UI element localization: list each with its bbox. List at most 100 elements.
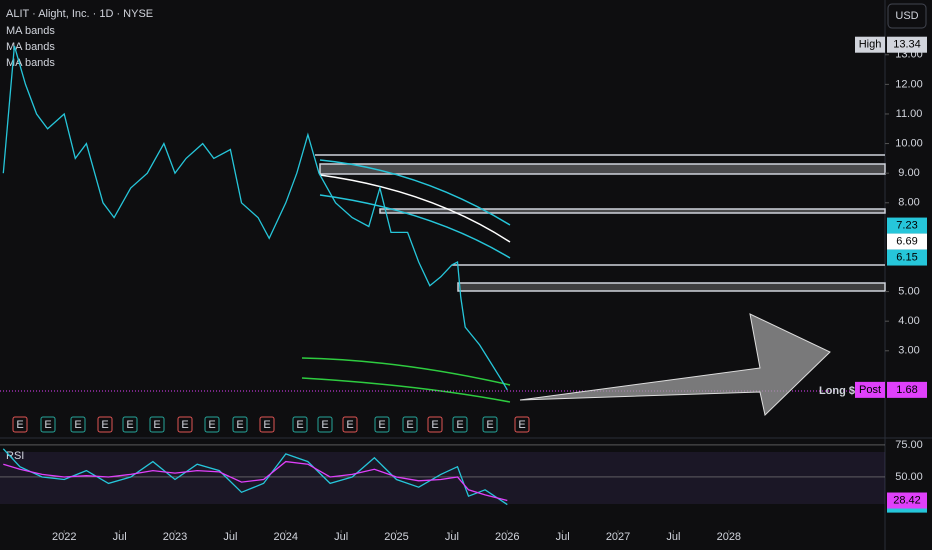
ma-band xyxy=(319,194,511,259)
price-tag xyxy=(887,36,927,53)
earnings-label: E xyxy=(263,419,270,431)
price-tag xyxy=(887,249,927,266)
x-tick-label: 2027 xyxy=(606,531,630,543)
price-tag-value: 6.69 xyxy=(896,235,917,247)
drawings xyxy=(0,154,886,403)
price-tag-name xyxy=(855,381,885,398)
chart-title: ALIT · Alight, Inc. · 1D · NYSE xyxy=(6,8,153,20)
y-tick-label: 11.00 xyxy=(896,108,923,120)
y-tick-label: 10.00 xyxy=(895,137,923,149)
y-tick-label: 8.00 xyxy=(898,197,919,209)
y-tick-label: 9.00 xyxy=(898,167,919,179)
x-tick-label: Jul xyxy=(334,531,348,543)
x-tick-label: Jul xyxy=(445,531,459,543)
y-tick-label: 12.00 xyxy=(895,78,923,90)
earnings-marker xyxy=(317,416,333,433)
price-tag-value: 7.23 xyxy=(896,219,917,231)
rsi-band xyxy=(0,452,885,504)
earnings-marker xyxy=(402,416,418,433)
price-line xyxy=(2,45,508,391)
earnings-marker xyxy=(259,416,275,433)
earnings-label: E xyxy=(74,419,81,431)
y-tick-label: 50.00 xyxy=(895,471,923,483)
earnings-marker xyxy=(122,416,138,433)
zone xyxy=(319,163,886,175)
earnings-label: E xyxy=(518,419,525,431)
x-tick-label: Jul xyxy=(556,531,570,543)
currency[interactable]: USD xyxy=(895,10,918,22)
earnings-label: E xyxy=(296,419,303,431)
price-tag-value: 1.68 xyxy=(896,384,917,396)
x-tick-label: 2026 xyxy=(495,531,519,543)
earnings-marker xyxy=(427,416,443,433)
earnings-label: E xyxy=(181,419,188,431)
currency-button[interactable] xyxy=(887,3,927,29)
earnings-label: E xyxy=(126,419,133,431)
earnings-label: E xyxy=(153,419,160,431)
zone xyxy=(379,208,886,214)
x-tick-label: 2028 xyxy=(717,531,741,543)
earnings-marker xyxy=(70,416,86,433)
x-tick-label: 2023 xyxy=(163,531,187,543)
x-tick-label: 2025 xyxy=(384,531,408,543)
price-tag xyxy=(887,381,927,398)
earnings-marker xyxy=(452,416,468,433)
price-tag-label: High xyxy=(859,39,882,51)
earnings-label: E xyxy=(16,419,23,431)
earnings-label: E xyxy=(321,419,328,431)
x-tick-label: Jul xyxy=(666,531,680,543)
earnings-marker xyxy=(177,416,193,433)
x-tick-label: Jul xyxy=(223,531,237,543)
indicator-label: MA bands xyxy=(6,41,55,53)
rsi-title: RSI xyxy=(6,450,24,462)
earnings-label: E xyxy=(431,419,438,431)
earnings-label: E xyxy=(44,419,51,431)
earnings-marker xyxy=(292,416,308,433)
earnings-label: E xyxy=(208,419,215,431)
earnings-marker xyxy=(97,416,113,433)
ma-band xyxy=(301,377,511,403)
earnings-marker xyxy=(12,416,28,433)
x-tick-label: 2022 xyxy=(52,531,76,543)
value-tag xyxy=(887,492,927,509)
price-line xyxy=(2,448,508,506)
earnings-marker xyxy=(342,416,358,433)
price-tag-name xyxy=(855,36,885,53)
annotation: Long $ xyxy=(819,385,855,397)
arrow xyxy=(519,313,831,416)
earnings-label: E xyxy=(236,419,243,431)
price-line xyxy=(3,460,508,502)
y-tick-label: 5.00 xyxy=(898,285,919,297)
earnings-label: E xyxy=(406,419,413,431)
y-tick-label: 3.00 xyxy=(898,345,919,357)
price-tag-label: Post xyxy=(859,384,881,396)
price-tag xyxy=(887,233,927,250)
earnings-label: E xyxy=(346,419,353,431)
indicator-label: MA bands xyxy=(6,25,55,37)
x-tick-label: Jul xyxy=(113,531,127,543)
price-tag-value: 13.34 xyxy=(893,39,921,51)
value-label: 28.42 xyxy=(893,494,921,506)
price-tag xyxy=(887,217,927,234)
earnings-marker xyxy=(514,416,530,433)
ma-band xyxy=(319,174,511,243)
earnings-label: E xyxy=(486,419,493,431)
earnings-marker xyxy=(374,416,390,433)
zone xyxy=(457,282,886,292)
earnings-label: E xyxy=(101,419,108,431)
earnings-label: E xyxy=(378,419,385,431)
earnings-marker xyxy=(40,416,56,433)
price-tag-value: 6.15 xyxy=(896,251,917,263)
ma-band xyxy=(319,159,511,226)
earnings-marker xyxy=(204,416,220,433)
earnings-marker xyxy=(482,416,498,433)
y-tick-label: 4.00 xyxy=(898,315,919,327)
earnings-marker xyxy=(149,416,165,433)
x-tick-label: 2024 xyxy=(274,531,298,543)
earnings-marker xyxy=(232,416,248,433)
y-tick-label: 75.00 xyxy=(895,439,923,451)
earnings-label: E xyxy=(456,419,463,431)
ma-band xyxy=(301,357,511,386)
